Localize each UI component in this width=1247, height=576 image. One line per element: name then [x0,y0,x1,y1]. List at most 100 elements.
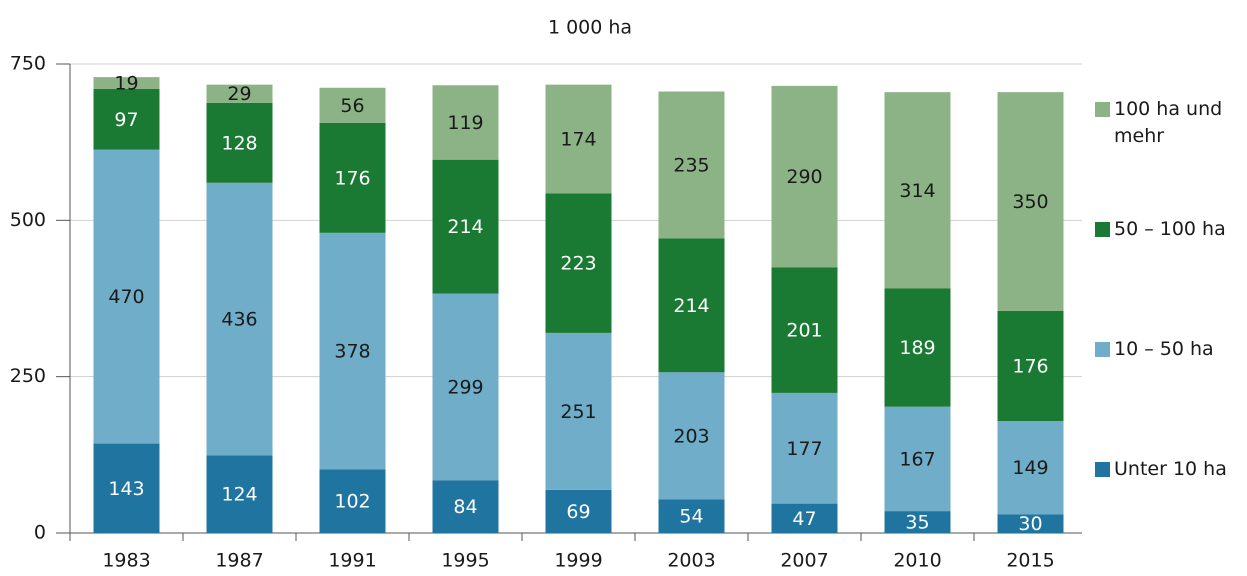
bar-segment [997,421,1064,515]
bar-segment [771,85,838,268]
data-label: 235 [673,154,709,176]
data-label: 201 [786,320,822,342]
data-label: 176 [1012,356,1048,378]
bar-segment [997,92,1064,312]
legend-swatch [1095,342,1110,357]
legend-item: 100 ha und mehr [1095,96,1245,150]
bar-segment [771,392,838,504]
data-label: 124 [221,484,257,506]
data-label: 29 [227,83,251,105]
bar-segment [658,91,725,239]
bar-segment [206,182,273,456]
bar-segment [545,193,612,333]
data-label: 102 [334,491,370,513]
bar-segment [658,499,725,533]
bar-segment [771,267,838,393]
data-label: 56 [340,95,364,117]
bar-segment [997,311,1064,422]
bar-segment [319,232,386,470]
bar-segment [319,87,386,123]
data-label: 84 [453,496,477,518]
data-label: 128 [221,132,257,154]
bar-segment [884,288,951,407]
data-label: 97 [114,109,138,131]
x-tick-label: 2010 [893,550,941,572]
bar-segment [93,77,160,90]
data-label: 174 [560,129,596,151]
data-label: 149 [1012,457,1048,479]
y-tick-label: 0 [34,522,46,544]
data-label: 214 [447,216,483,238]
legend-item: Unter 10 ha [1095,456,1245,483]
data-label: 177 [786,438,822,460]
data-label: 251 [560,401,596,423]
bar-segment [432,85,499,160]
x-tick-label: 1995 [441,550,489,572]
bar-segment [432,293,499,481]
bar-segment [93,443,160,533]
data-label: 35 [905,512,929,534]
bar-segment [884,406,951,512]
data-label: 69 [566,501,590,523]
bar-segment [658,238,725,373]
x-tick-label: 2003 [667,550,715,572]
bar-segment [658,372,725,500]
bar-segment [545,332,612,490]
data-label: 436 [221,309,257,331]
legend-swatch [1095,222,1110,237]
data-label: 143 [108,478,144,500]
data-label: 54 [679,506,703,528]
data-label: 189 [899,337,935,359]
bar-segment [206,455,273,533]
bar-segment [884,511,951,533]
bar-segment [997,514,1064,533]
x-tick-label: 1991 [328,550,376,572]
data-label: 203 [673,425,709,447]
data-label: 214 [673,295,709,317]
bar-segment [206,84,273,103]
data-label: 119 [447,112,483,134]
data-label: 350 [1012,191,1048,213]
bar-segment [884,92,951,289]
data-label: 290 [786,166,822,188]
data-label: 299 [447,376,483,398]
bar-segment [545,84,612,194]
data-label: 314 [899,180,935,202]
bar-segment [319,122,386,233]
legend-label: 50 – 100 ha [1114,218,1226,240]
chart-title: 1 000 ha [548,17,632,39]
x-tick-label: 1987 [215,550,263,572]
data-label: 167 [899,448,935,470]
legend-swatch [1095,102,1110,117]
data-label: 470 [108,286,144,308]
bar-segment [206,102,273,183]
bar-segment [93,149,160,444]
x-tick-label: 2007 [780,550,828,572]
data-label: 19 [114,73,138,95]
x-tick-label: 2015 [1006,550,1054,572]
legend-swatch [1095,462,1110,477]
data-label: 30 [1018,513,1042,535]
data-label: 223 [560,253,596,275]
legend-label: 10 – 50 ha [1114,338,1214,360]
bar-segment [432,480,499,533]
bar-segment [319,469,386,533]
legend-label: 100 ha und mehr [1114,98,1223,147]
legend-label: Unter 10 ha [1114,458,1227,480]
x-tick-label: 1983 [102,550,150,572]
y-tick-label: 500 [10,209,46,231]
data-label: 47 [792,508,816,530]
bar-segment [93,89,160,150]
y-tick-label: 750 [10,53,46,75]
bar-segment [432,159,499,294]
bar-segment [545,489,612,533]
x-tick-label: 1999 [554,550,602,572]
legend-item: 50 – 100 ha [1095,216,1245,243]
legend-item: 10 – 50 ha [1095,336,1245,363]
bar-segment [771,503,838,533]
data-label: 176 [334,167,370,189]
y-tick-label: 250 [10,365,46,387]
data-label: 378 [334,341,370,363]
